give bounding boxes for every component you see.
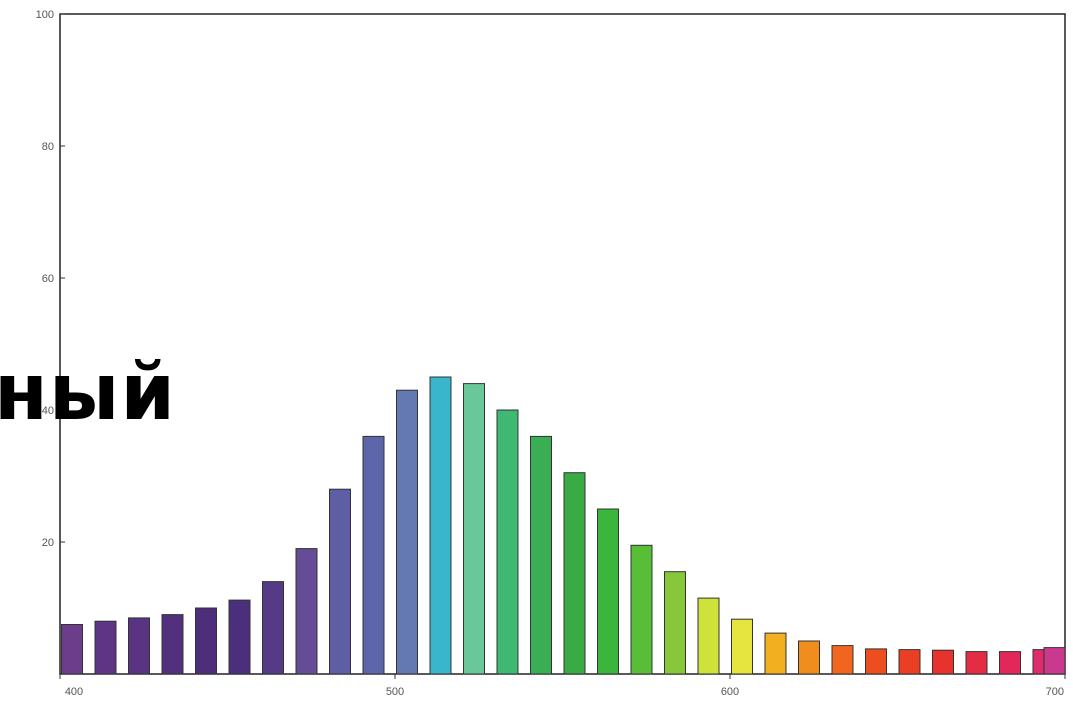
plot-frame (59, 13, 1066, 675)
bar-670 (965, 651, 988, 675)
bar-490 (362, 435, 385, 675)
bar-560 (597, 508, 619, 675)
overlay-word: ный (0, 348, 177, 438)
bar-610 (764, 632, 787, 675)
bar-650 (898, 649, 921, 675)
bar-510 (429, 376, 452, 675)
x-axis-ticks: 400 500 600 700 (59, 674, 1066, 698)
bar-400 (61, 624, 83, 675)
bar-500 (396, 389, 418, 675)
y-tick-label: 80 (42, 141, 54, 153)
x-tick-label: 500 (386, 686, 404, 698)
bar-700 (1043, 647, 1066, 675)
bar-440 (195, 607, 217, 675)
bar-410 (94, 620, 117, 675)
x-tick-label: 600 (721, 686, 739, 698)
bar-480 (329, 488, 351, 675)
x-tick-label: 700 (1046, 686, 1064, 698)
y-tick-label: 20 (42, 537, 54, 549)
bar-420 (128, 617, 150, 675)
y-axis-ticks: 20 40 60 80 100 (36, 9, 65, 549)
bar-520 (463, 383, 485, 675)
y-tick-label: 40 (42, 405, 54, 417)
bar-540 (530, 435, 552, 675)
bar-470 (295, 548, 318, 675)
x-tick-label: 400 (65, 686, 83, 698)
bars (61, 376, 1066, 675)
bar-430 (161, 614, 184, 675)
bar-530 (496, 409, 519, 675)
bar-590 (697, 597, 720, 675)
bar-660 (932, 649, 954, 675)
bar-630 (831, 645, 854, 675)
bar-640 (865, 648, 887, 675)
bar-600 (731, 618, 753, 675)
bar-550 (563, 472, 586, 675)
y-tick-label: 60 (42, 273, 54, 285)
bar-580 (664, 571, 686, 675)
y-tick-label: 100 (36, 9, 54, 21)
bar-450 (228, 599, 251, 675)
bar-680 (999, 651, 1021, 675)
bar-460 (262, 581, 284, 675)
bar-620 (798, 640, 820, 675)
bar-570 (630, 544, 653, 675)
